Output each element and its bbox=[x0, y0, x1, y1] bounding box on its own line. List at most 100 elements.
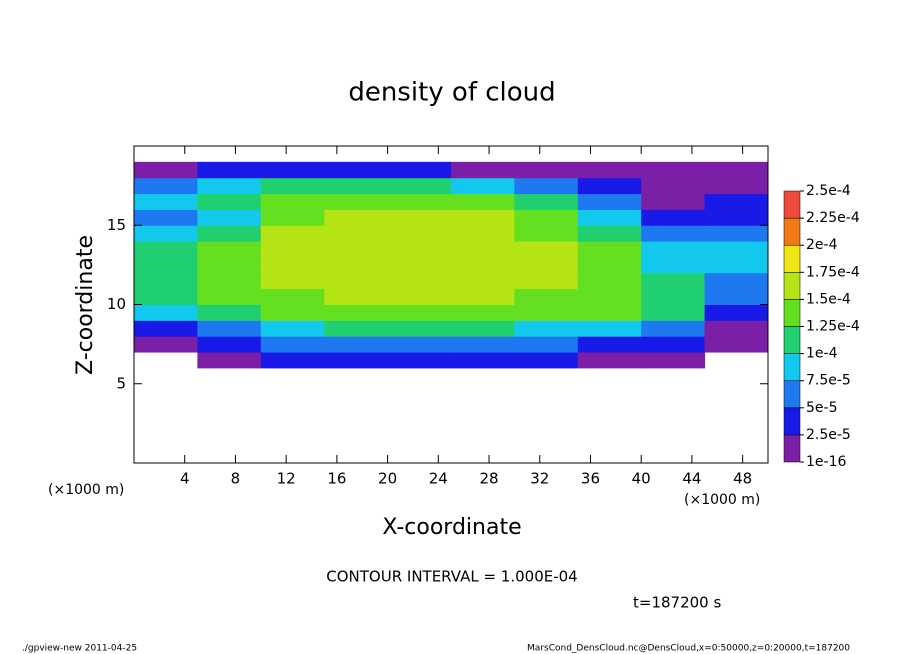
colorbar-label: 2.5e-5 bbox=[806, 427, 851, 443]
heat-cell bbox=[451, 320, 515, 337]
colorbar-label: 1.5e-4 bbox=[806, 291, 851, 307]
heat-cell bbox=[704, 288, 769, 305]
heat-cell bbox=[387, 320, 452, 337]
heat-cell bbox=[451, 241, 515, 258]
heat-cell bbox=[324, 272, 389, 290]
heat-cell bbox=[641, 193, 706, 210]
heat-cell bbox=[324, 320, 389, 337]
heat-cell bbox=[324, 225, 389, 242]
x-tick-label: 48 bbox=[733, 470, 752, 488]
heat-cell bbox=[514, 304, 579, 321]
heat-cell bbox=[514, 193, 579, 210]
heat-cell bbox=[577, 288, 642, 305]
colorbar-swatch bbox=[783, 353, 801, 381]
x-tick-label: 16 bbox=[327, 470, 346, 488]
heat-cell bbox=[704, 193, 769, 210]
heat-cell bbox=[641, 352, 706, 369]
heat-cell bbox=[451, 177, 515, 195]
contour-note: CONTOUR INTERVAL = 1.000E-04 bbox=[326, 568, 577, 586]
time-note: t=187200 s bbox=[633, 594, 721, 612]
heat-cell bbox=[197, 193, 262, 210]
heat-cell bbox=[387, 161, 452, 179]
heat-cell bbox=[451, 352, 515, 369]
heat-cell bbox=[451, 225, 515, 242]
heat-cell bbox=[324, 288, 389, 305]
heat-cell bbox=[134, 304, 198, 321]
x-tick-label: 20 bbox=[378, 470, 397, 488]
colorbar-swatch bbox=[783, 244, 801, 273]
y-tick-label: 10 bbox=[107, 295, 126, 313]
colorbar-label: 2.5e-4 bbox=[806, 183, 851, 199]
colorbar-swatch bbox=[783, 299, 801, 327]
heat-cell bbox=[514, 320, 579, 337]
heat-cell bbox=[704, 209, 769, 226]
heat-cell bbox=[197, 320, 262, 337]
heat-cell bbox=[641, 256, 706, 274]
heat-cell bbox=[134, 336, 198, 353]
colorbar-swatch bbox=[783, 380, 801, 409]
heat-cell bbox=[197, 304, 262, 321]
heat-cell bbox=[260, 352, 325, 369]
heat-cell bbox=[260, 225, 325, 242]
colorbar-swatch bbox=[783, 217, 801, 246]
heat-cell bbox=[387, 241, 452, 258]
heat-cell bbox=[641, 225, 706, 242]
colorbar-swatch bbox=[783, 326, 801, 354]
heat-cell bbox=[514, 288, 579, 305]
heat-cell bbox=[577, 352, 642, 369]
heat-cell bbox=[387, 352, 452, 369]
heat-cell bbox=[134, 272, 198, 290]
heat-cell bbox=[514, 256, 579, 274]
x-tick-label: 44 bbox=[682, 470, 701, 488]
y-tick-label: 5 bbox=[116, 374, 126, 392]
chart-title: density of cloud bbox=[348, 78, 555, 108]
heat-cell bbox=[641, 320, 706, 337]
footer-left: ./gpview-new 2011-04-25 bbox=[22, 644, 137, 654]
heat-cell bbox=[324, 193, 389, 210]
heat-cell bbox=[514, 225, 579, 242]
heat-cell bbox=[387, 177, 452, 195]
heat-cell bbox=[451, 288, 515, 305]
heat-cell bbox=[197, 161, 262, 179]
heat-cell bbox=[324, 304, 389, 321]
heat-cell bbox=[451, 256, 515, 274]
heat-cell bbox=[704, 304, 769, 321]
heat-cell bbox=[704, 272, 769, 290]
heat-cell bbox=[324, 352, 389, 369]
heat-cell bbox=[260, 241, 325, 258]
heat-cell bbox=[197, 256, 262, 274]
heat-cell bbox=[451, 336, 515, 353]
heat-cell bbox=[451, 193, 515, 210]
colorbar-label: 2.25e-4 bbox=[806, 210, 860, 226]
heat-cell bbox=[641, 209, 706, 226]
heat-cell bbox=[260, 177, 325, 195]
heat-cell bbox=[134, 193, 198, 210]
heat-cell bbox=[514, 161, 579, 179]
heat-cell bbox=[704, 161, 769, 179]
y-unit-label: (×1000 m) bbox=[48, 482, 124, 498]
heat-cell bbox=[260, 336, 325, 353]
heat-cell bbox=[704, 336, 769, 353]
heat-cell bbox=[324, 161, 389, 179]
heat-cell bbox=[514, 336, 579, 353]
y-axis-label: Z-coordinate bbox=[73, 235, 98, 375]
heat-cell bbox=[577, 304, 642, 321]
heat-cell bbox=[577, 209, 642, 226]
heat-cell bbox=[197, 241, 262, 258]
heat-cell bbox=[387, 272, 452, 290]
heat-cell bbox=[197, 225, 262, 242]
heat-cell bbox=[134, 177, 198, 195]
x-tick-label: 36 bbox=[581, 470, 600, 488]
heat-cell bbox=[641, 288, 706, 305]
colorbar-swatch bbox=[783, 434, 801, 463]
heat-cell bbox=[704, 177, 769, 195]
heat-cell bbox=[197, 288, 262, 305]
heat-cell bbox=[387, 256, 452, 274]
colorbar-label: 5e-5 bbox=[806, 400, 837, 416]
heat-cell bbox=[641, 304, 706, 321]
heat-cell bbox=[641, 161, 706, 179]
heat-cell bbox=[197, 177, 262, 195]
heat-cell bbox=[260, 320, 325, 337]
x-tick-label: 8 bbox=[231, 470, 241, 488]
heat-cell bbox=[134, 241, 198, 258]
